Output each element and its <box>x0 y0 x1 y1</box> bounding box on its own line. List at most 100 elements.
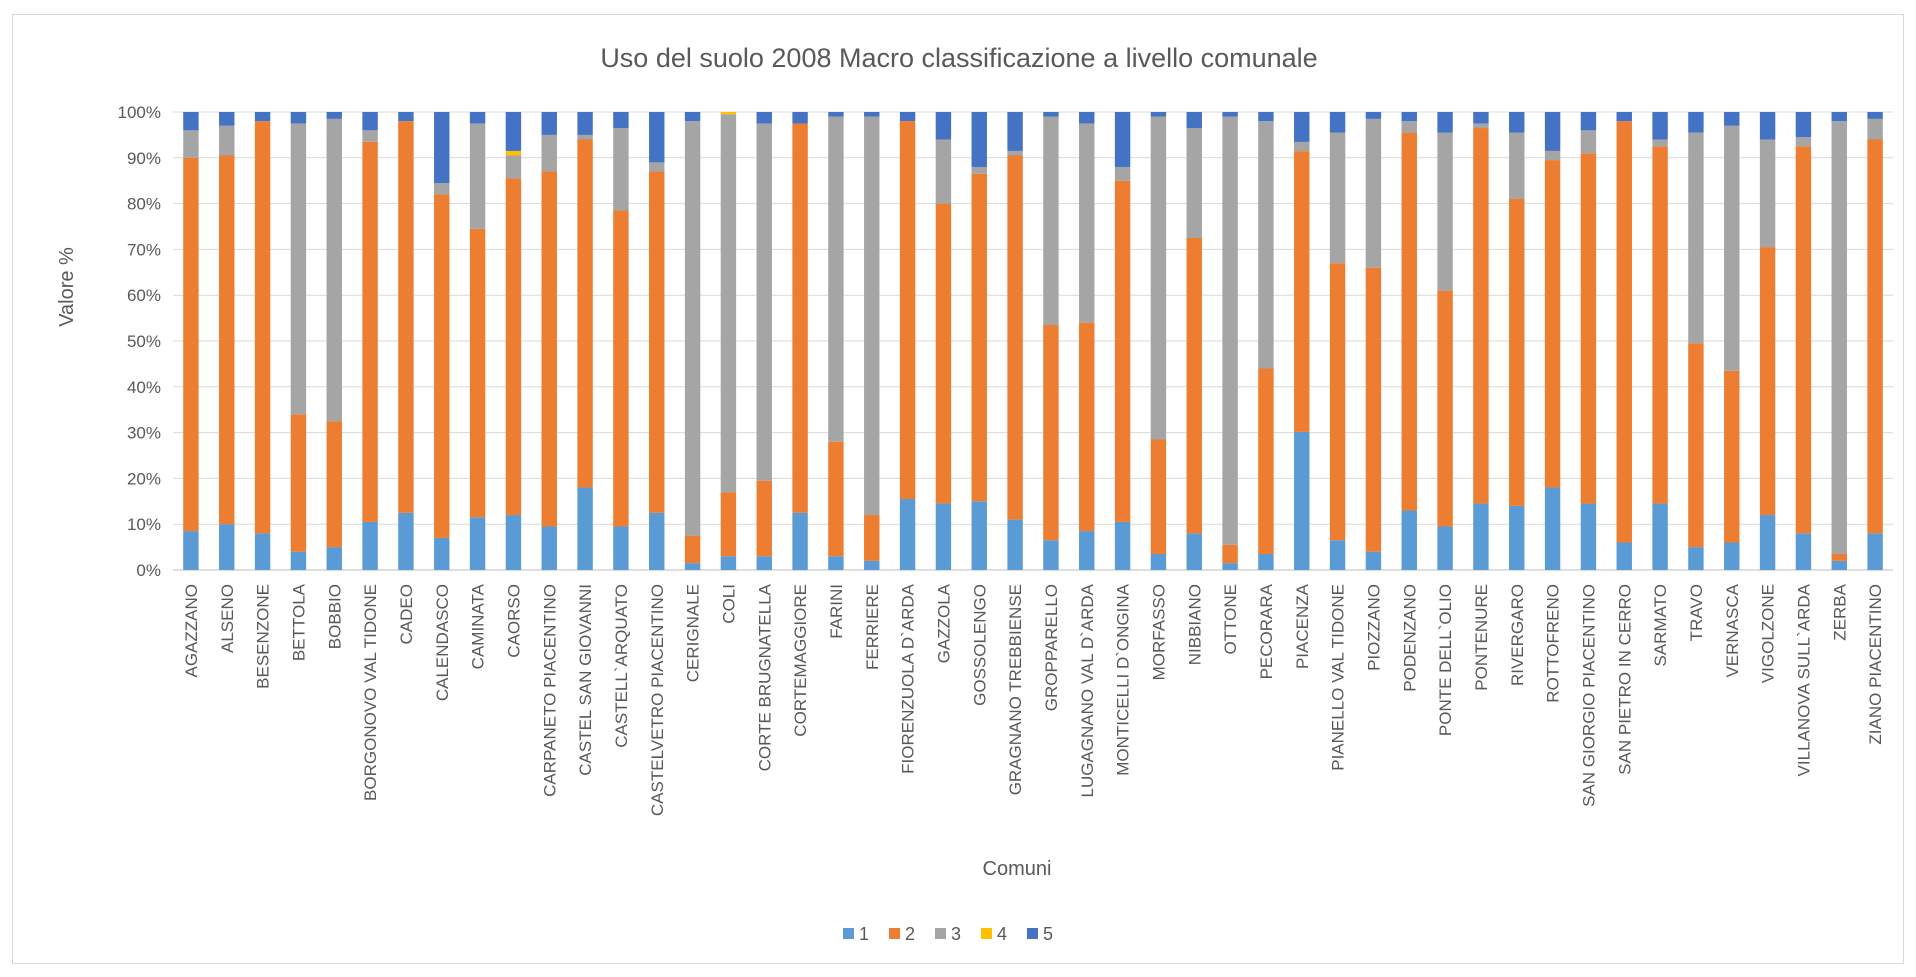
y-tick-label: 90% <box>127 149 161 168</box>
bar-segment <box>1079 322 1095 532</box>
x-tick-label: ROTTOFRENO <box>1544 584 1563 703</box>
bar-segment <box>1616 121 1632 543</box>
x-tick-label: ZIANO PIACENTINO <box>1866 584 1885 745</box>
bar-segment <box>541 526 557 570</box>
bar-segment <box>183 130 199 158</box>
bar-segment <box>971 166 987 174</box>
x-tick-label: FIORENZUOLA D`ARDA <box>899 583 918 774</box>
bar-segment <box>1473 503 1489 570</box>
bar-segment <box>1831 560 1847 570</box>
bar-segment <box>1186 128 1202 238</box>
bar-segment <box>1329 112 1346 133</box>
bar-segment <box>1258 553 1274 570</box>
bar-segment <box>1258 368 1274 554</box>
x-axis-title: Comuni <box>983 858 1052 880</box>
bar-segment <box>577 134 593 140</box>
y-tick-label: 40% <box>127 378 161 397</box>
bar-segment <box>362 521 378 570</box>
bar-segment <box>326 547 342 570</box>
bar-segment <box>1150 553 1167 570</box>
bar-segment <box>935 112 952 140</box>
x-tick-label: CAMINATA <box>469 583 488 669</box>
bar-segment <box>1114 180 1131 522</box>
bar-segment <box>1007 519 1023 570</box>
bar-segment <box>290 112 307 124</box>
bar-segment <box>613 128 629 211</box>
bar-segment <box>1795 146 1812 534</box>
bar-segment <box>649 112 665 163</box>
bar-segment <box>1652 146 1668 504</box>
bar-segment <box>1688 343 1704 548</box>
x-tick-label: ALSENO <box>218 584 237 653</box>
bar-segment <box>1186 237 1202 534</box>
x-tick-label: AGAZZANO <box>182 584 201 678</box>
bar-segment <box>1544 112 1561 151</box>
bar-segment <box>1329 263 1346 541</box>
x-tick-label: CARPANETO PIACENTINO <box>540 584 559 797</box>
y-axis-tick-labels: 0% 10% 20% 30% 40% 50% 60% 70% 80% 90% 100% <box>118 103 161 580</box>
bar-segment <box>1079 112 1095 124</box>
bar-segment <box>1580 112 1597 131</box>
bar-segment <box>971 112 987 167</box>
bar-segment <box>899 499 916 570</box>
legend-swatch <box>935 928 946 939</box>
legend-swatch <box>889 928 900 939</box>
x-tick-label: PIACENZA <box>1293 583 1312 669</box>
x-tick-label: ZERBA <box>1830 583 1849 640</box>
bar-segment <box>864 116 880 516</box>
bar-segment <box>1437 112 1453 133</box>
bar-segment <box>1437 132 1453 291</box>
y-tick-label: 50% <box>127 332 161 351</box>
bar-segment <box>756 480 772 557</box>
bar-segment <box>1759 515 1776 570</box>
bar-segment <box>756 123 772 481</box>
legend-swatch <box>843 928 854 939</box>
x-tick-label: CORTEMAGGIORE <box>791 584 810 737</box>
bar-segment <box>828 116 844 442</box>
bar-segment <box>505 515 522 570</box>
bar-segment <box>326 421 342 548</box>
bar-segment <box>541 134 557 172</box>
bars <box>183 112 1883 570</box>
bar-segment <box>1401 121 1417 133</box>
bar-segment <box>469 228 486 518</box>
bar-segment <box>362 130 378 142</box>
x-tick-label: VILLANOVA SULL`ARDA <box>1794 583 1813 776</box>
bar-segment <box>1222 563 1238 570</box>
bar-segment <box>1473 112 1489 124</box>
x-tick-label: LUGAGNANO VAL D`ARDA <box>1078 583 1097 797</box>
stacked-bar-chart: Uso del suolo 2008 Macro classificazione… <box>56 43 1893 944</box>
x-tick-label: SAN PIETRO IN CERRO <box>1615 584 1634 775</box>
bar-segment <box>1724 125 1740 371</box>
bar-segment <box>864 112 880 117</box>
bar-segment <box>1043 540 1059 570</box>
bar-segment <box>183 157 199 532</box>
bar-segment <box>649 162 665 172</box>
x-tick-label: BOBBIO <box>325 584 344 649</box>
bar-segment <box>254 533 271 570</box>
bar-segment <box>1544 160 1561 488</box>
bar-segment <box>684 112 701 122</box>
bar-segment <box>469 112 486 124</box>
bar-segment <box>1043 112 1059 117</box>
bar-segment <box>1401 132 1417 511</box>
bar-segment <box>1759 139 1776 248</box>
bar-segment <box>1724 542 1740 570</box>
x-tick-label: BESENZONE <box>254 584 273 689</box>
bar-segment <box>1294 141 1310 152</box>
bar-segment <box>828 112 844 117</box>
bar-segment <box>792 112 808 124</box>
bar-segment <box>1688 547 1704 570</box>
bar-segment <box>1795 112 1812 138</box>
bar-segment <box>469 123 486 229</box>
x-tick-label: MORFASSO <box>1149 584 1168 680</box>
bar-segment <box>1150 439 1167 554</box>
bar-segment <box>1294 431 1310 570</box>
y-tick-label: 30% <box>127 424 161 443</box>
bar-segment <box>1437 290 1453 527</box>
bar-segment <box>864 515 880 561</box>
bar-segment <box>899 112 916 122</box>
bar-segment <box>1509 112 1525 133</box>
x-tick-label: CADEO <box>397 584 416 644</box>
bar-segment <box>434 537 450 570</box>
